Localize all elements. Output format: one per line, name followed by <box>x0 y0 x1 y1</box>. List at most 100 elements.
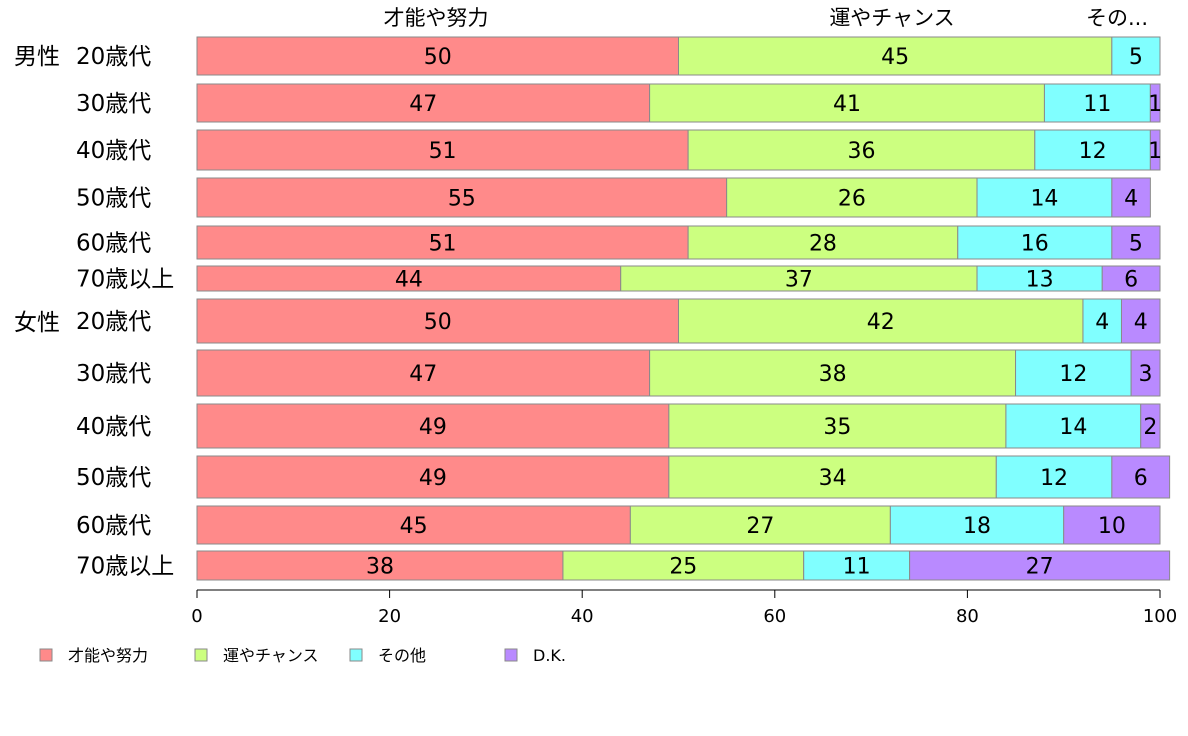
category-label: 60歳代 <box>76 513 151 539</box>
category-label: 20歳代 <box>76 44 151 70</box>
bar-segment <box>196 36 679 76</box>
bar-segment <box>687 225 959 260</box>
data-label: 50 <box>424 45 452 70</box>
bar-segment <box>976 265 1103 292</box>
legend-swatch <box>194 648 208 662</box>
category-label: 70歳以上 <box>76 554 174 580</box>
bar-segment <box>196 298 679 344</box>
data-label: 6 <box>1124 268 1138 293</box>
bar-segment <box>1111 36 1161 76</box>
data-label: 49 <box>419 415 447 440</box>
data-label: 3 <box>1139 362 1153 387</box>
data-label: 4 <box>1095 310 1109 335</box>
data-label: 47 <box>409 362 437 387</box>
column-header-talent: 才能や努力 <box>384 6 489 30</box>
bar-segment <box>909 550 1171 581</box>
legend-label: D.K. <box>533 646 566 665</box>
data-label: 47 <box>409 92 437 117</box>
bar-segment <box>649 83 1045 123</box>
bar-segment <box>1149 129 1161 171</box>
data-label: 45 <box>881 45 909 70</box>
bar-segment <box>687 129 1036 171</box>
data-label: 5 <box>1129 232 1143 257</box>
bar-segment <box>1101 265 1161 292</box>
data-label: 14 <box>1030 187 1058 212</box>
bar-segment <box>1082 298 1122 344</box>
bar-segment <box>196 225 689 260</box>
bar-segment <box>196 550 564 581</box>
data-label: 49 <box>419 466 447 491</box>
bar-segment <box>196 349 651 397</box>
legend-swatch <box>349 648 363 662</box>
category-label: 70歳以上 <box>76 267 174 293</box>
bar-segment <box>196 129 689 171</box>
bar-segment <box>668 403 1007 449</box>
legend-label: 運やチャンス <box>223 646 319 665</box>
bar-segment <box>1111 455 1171 499</box>
legend-label: その他 <box>378 646 426 665</box>
category-label: 50歳代 <box>76 465 151 491</box>
x-tick-label: 20 <box>378 606 401 627</box>
category-label: 60歳代 <box>76 231 151 257</box>
bar-segment <box>1015 349 1132 397</box>
bar-segment <box>957 225 1113 260</box>
legend: 才能や努力 運やチャンス その他 D.K. <box>39 646 566 665</box>
data-label: 50 <box>424 310 452 335</box>
data-label: 51 <box>429 139 457 164</box>
data-label: 41 <box>833 92 861 117</box>
bar-segment <box>1130 349 1161 397</box>
data-label: 12 <box>1040 466 1068 491</box>
bar-segment <box>976 177 1113 218</box>
legend-swatch <box>504 648 518 662</box>
x-axis: 0 20 40 60 80 100 <box>191 589 1177 627</box>
data-label: 11 <box>1083 92 1111 117</box>
x-tick-label: 60 <box>763 606 786 627</box>
bar-segment <box>1005 403 1142 449</box>
data-label: 37 <box>785 268 813 293</box>
bar-segment <box>995 455 1113 499</box>
legend-swatch <box>39 648 53 662</box>
data-label: 2 <box>1143 415 1157 440</box>
x-tick-label: 40 <box>571 606 594 627</box>
bar-segment <box>620 265 978 292</box>
bar-segment <box>1043 83 1151 123</box>
category-label: 40歳代 <box>76 414 151 440</box>
data-label: 12 <box>1059 362 1087 387</box>
data-label: 10 <box>1098 514 1126 539</box>
bar-segment <box>196 505 631 545</box>
group-label-male: 男性 <box>14 44 60 70</box>
column-header-labels: 才能や努力 運やチャンス その... <box>384 6 1149 30</box>
bar-segment <box>1063 505 1161 545</box>
bar-segment <box>1120 298 1161 344</box>
category-labels: 20歳代 30歳代 40歳代 50歳代 60歳代 70歳以上 20歳代 30歳代 40歳代 50歳… <box>76 44 174 580</box>
data-label: 38 <box>366 555 394 580</box>
category-label: 50歳代 <box>76 186 151 212</box>
column-header-other: その... <box>1086 6 1148 30</box>
data-label: 14 <box>1059 415 1087 440</box>
data-label: 38 <box>819 362 847 387</box>
column-header-luck: 運やチャンス <box>829 6 954 30</box>
bar-segment <box>803 550 911 581</box>
bar-segment <box>629 505 891 545</box>
data-label: 36 <box>847 139 875 164</box>
bar-segment <box>1111 177 1151 218</box>
bar-segment <box>678 36 1113 76</box>
legend-label: 才能や努力 <box>68 646 148 665</box>
data-label: 18 <box>963 514 991 539</box>
category-label: 30歳代 <box>76 361 151 387</box>
data-label: 11 <box>843 555 871 580</box>
category-label: 30歳代 <box>76 91 151 117</box>
data-label: 35 <box>823 415 851 440</box>
data-label: 42 <box>867 310 895 335</box>
group-label-female: 女性 <box>14 310 60 336</box>
category-label: 20歳代 <box>76 309 151 335</box>
data-label: 45 <box>400 514 428 539</box>
data-label: 28 <box>809 232 837 257</box>
x-tick-label: 80 <box>956 606 979 627</box>
data-label: 25 <box>669 555 697 580</box>
bar-segment <box>1034 129 1151 171</box>
data-label: 5 <box>1129 45 1143 70</box>
category-label: 40歳代 <box>76 138 151 164</box>
group-labels: 男性 女性 <box>14 44 60 336</box>
bar-segment <box>1140 403 1161 449</box>
